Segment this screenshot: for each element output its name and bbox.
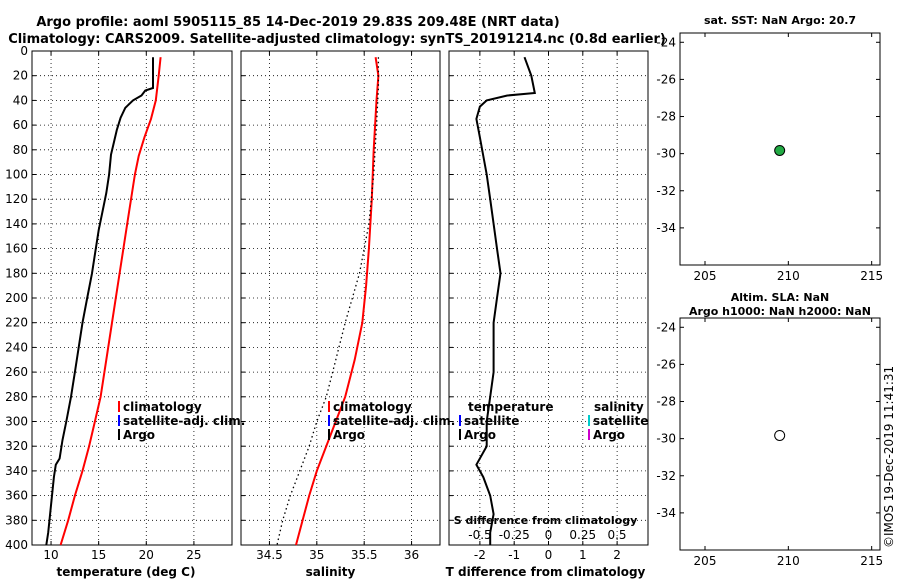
y-tick-label: 20 xyxy=(13,69,28,83)
title-line-2: Climatology: CARS2009. Satellite-adjuste… xyxy=(8,32,666,47)
x-tick-label: 15 xyxy=(91,548,106,562)
series-argo xyxy=(276,57,380,546)
y-tick-label: 380 xyxy=(5,513,28,527)
x-tick-label: -2 xyxy=(474,548,486,562)
legend-temperature-title: temperature xyxy=(468,400,553,414)
sst-map-panel: sat. SST: NaN Argo: 20.7 -24 -26 -28 -30 -32 -… xyxy=(656,14,883,283)
x-tick-label: 10 xyxy=(43,548,58,562)
legend-climatology-label: climatology xyxy=(333,400,412,414)
map-x-tick-label: 210 xyxy=(777,269,800,283)
y-tick-label: 220 xyxy=(5,316,28,330)
legend-argo-label: Argo xyxy=(123,428,155,442)
legend-salinity-title: salinity xyxy=(594,400,644,414)
y-tick-label: 80 xyxy=(13,143,28,157)
argo-position-marker-filled xyxy=(774,144,786,156)
map-x-tick-label: 215 xyxy=(860,269,883,283)
legend-t-argo-label: Argo xyxy=(464,428,496,442)
map-title: sat. SST: NaN Argo: 20.7 xyxy=(704,14,856,27)
legend-t-satellite-label: satellite xyxy=(464,414,519,428)
map-y-tick-label: -26 xyxy=(656,357,676,371)
legend-satellite-label: satellite-adj. clim. xyxy=(123,414,245,428)
s-axis-label: S difference from climatology xyxy=(454,514,638,527)
s-tick-label: -0.5 xyxy=(468,528,491,542)
s-tick-label: 0.25 xyxy=(569,528,596,542)
map-title: Altim. SLA: NaN xyxy=(731,291,830,304)
map-y-tick-label: -34 xyxy=(656,221,676,235)
map-frame xyxy=(679,317,881,551)
map-y-tick-label: -30 xyxy=(656,432,676,446)
y-tick-label: 120 xyxy=(5,192,28,206)
x-tick-label: -1 xyxy=(508,548,520,562)
series-climatology xyxy=(59,57,162,546)
temperature-panel: 0 20 40 60 80 100 120 140 160 180 200 220 240 260 280 3… xyxy=(5,44,245,579)
map-y-tick-label: -24 xyxy=(656,320,676,334)
y-tick-label: 240 xyxy=(5,340,28,354)
y-tick-label: 280 xyxy=(5,390,28,404)
map-subtitle: Argo h1000: NaN h2000: NaN xyxy=(689,305,871,318)
x-tick-label: 34.5 xyxy=(256,548,283,562)
plot-frame xyxy=(240,50,441,546)
map-y-tick-label: -30 xyxy=(656,147,676,161)
y-tick-label: 0 xyxy=(20,44,28,58)
imos-watermark: ©IMOS 19-Dec-2019 11:41:31 xyxy=(882,366,896,548)
map-y-tick-label: -28 xyxy=(656,395,676,409)
map-x-tick-label: 215 xyxy=(860,554,883,568)
salinity-panel: 34.5 35 35.5 36 salinity climatologysatellite… xyxy=(240,50,455,579)
series-argo xyxy=(45,57,154,546)
y-tick-label: 140 xyxy=(5,217,28,231)
y-tick-label: 340 xyxy=(5,464,28,478)
legend-satellite-label: satellite-adj. clim. xyxy=(333,414,455,428)
map-y-tick-label: -28 xyxy=(656,110,676,124)
map-y-tick-label: -34 xyxy=(656,506,676,520)
y-tick-label: 360 xyxy=(5,489,28,503)
y-tick-label: 180 xyxy=(5,266,28,280)
x-tick-label: 2 xyxy=(613,548,621,562)
x-tick-label: 1 xyxy=(579,548,587,562)
map-y-tick-label: -24 xyxy=(656,35,676,49)
map-x-tick-label: 205 xyxy=(694,554,717,568)
s-tick-label: 0 xyxy=(545,528,553,542)
map-frame xyxy=(679,32,881,266)
map-y-tick-label: -26 xyxy=(656,72,676,86)
x-tick-label: 35 xyxy=(309,548,324,562)
x-tick-label: 36 xyxy=(404,548,419,562)
x-tick-label: 25 xyxy=(186,548,201,562)
legend-argo-label: Argo xyxy=(333,428,365,442)
difference-panel: -2 -1 0 1 2 T difference from climatology S di… xyxy=(446,50,649,579)
y-tick-label: 260 xyxy=(5,365,28,379)
x-tick-label: 20 xyxy=(139,548,154,562)
s-tick-label: -0.25 xyxy=(499,528,530,542)
series-argo-t-difference xyxy=(475,56,537,545)
x-tick-label: 35.5 xyxy=(351,548,378,562)
map-x-tick-label: 210 xyxy=(777,554,800,568)
y-tick-label: 320 xyxy=(5,439,28,453)
y-tick-label: 40 xyxy=(13,93,28,107)
x-axis-label: temperature (deg C) xyxy=(57,565,196,579)
x-axis-label: T difference from climatology xyxy=(446,565,646,579)
map-y-tick-label: -32 xyxy=(656,469,676,483)
x-tick-label: 0 xyxy=(545,548,553,562)
legend-climatology-label: climatology xyxy=(123,400,202,414)
legend-s-satellite-label: satellite xyxy=(593,414,648,428)
y-tick-label: 100 xyxy=(5,168,28,182)
series-climatology xyxy=(295,57,380,546)
s-tick-label: 0.5 xyxy=(607,528,626,542)
y-tick-label: 200 xyxy=(5,291,28,305)
y-tick-label: 300 xyxy=(5,415,28,429)
legend-s-argo-label: Argo xyxy=(593,428,625,442)
y-tick-label: 160 xyxy=(5,242,28,256)
title-line-1: Argo profile: aoml 5905115_85 14-Dec-201… xyxy=(36,15,559,30)
y-tick-label: 60 xyxy=(13,118,28,132)
x-axis-label: salinity xyxy=(306,565,356,579)
map-y-tick-label: -32 xyxy=(656,184,676,198)
y-tick-label: 400 xyxy=(5,538,28,552)
map-x-tick-label: 205 xyxy=(694,269,717,283)
argo-position-marker-open xyxy=(774,429,786,441)
